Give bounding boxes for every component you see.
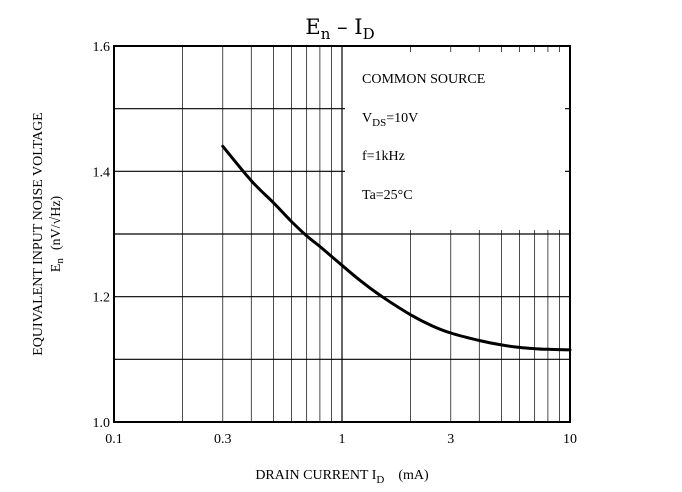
x-tick-label: 10 bbox=[563, 432, 577, 447]
y-axis-label: EQUIVALENT INPUT NOISE VOLTAGE En (nV/√Hz… bbox=[31, 112, 66, 356]
annotation-line: COMMON SOURCE bbox=[362, 72, 485, 87]
title-symbol-sub: n bbox=[321, 25, 331, 43]
y-tick-label: 1.6 bbox=[93, 40, 111, 55]
plot-frame bbox=[113, 45, 571, 423]
curve-layer bbox=[221, 144, 572, 352]
annotation-background bbox=[345, 52, 565, 230]
y-tick-label: 1.4 bbox=[93, 165, 111, 180]
annotation-line: VDS=10V bbox=[362, 111, 418, 129]
x-axis-label-text: DRAIN CURRENT I bbox=[255, 468, 376, 483]
annotation-line: Ta=25°C bbox=[362, 188, 413, 203]
title-separator: – bbox=[330, 15, 354, 39]
x-axis-label-sub: D bbox=[376, 474, 384, 486]
title-symbol: E bbox=[305, 15, 320, 39]
x-tick-label: 1 bbox=[339, 432, 346, 447]
chart-title: En – ID bbox=[305, 15, 374, 43]
y-axis-label-symbol: E bbox=[49, 264, 64, 273]
annotations: COMMON SOURCE VDS=10V f=1kHz Ta=25°C bbox=[345, 52, 565, 230]
x-tick-label: 0.3 bbox=[214, 432, 232, 447]
y-axis-label-symbol-sub: n bbox=[54, 258, 66, 264]
x-axis-label: DRAIN CURRENT ID (mA) bbox=[255, 468, 429, 486]
tick-labels: 0.1 0.3 1 3 10 1.0 1.2 1.4 1.6 bbox=[93, 40, 578, 447]
y-tick-label: 1.2 bbox=[93, 291, 111, 306]
y-axis-label-line1: EQUIVALENT INPUT NOISE VOLTAGE bbox=[31, 112, 46, 356]
x-axis-label-unit: (mA) bbox=[398, 468, 429, 483]
annotation-line: f=1kHz bbox=[362, 149, 405, 164]
x-tick-label: 3 bbox=[447, 432, 454, 447]
y-axis-label-unit: (nV/√Hz) bbox=[49, 195, 64, 250]
y-axis-label-line2: En (nV/√Hz) bbox=[49, 195, 66, 272]
y-tick-label: 1.0 bbox=[93, 416, 111, 431]
noise-voltage-curve bbox=[221, 144, 572, 352]
title-right-sub: D bbox=[363, 25, 375, 43]
x-tick-label: 0.1 bbox=[105, 432, 123, 447]
title-right: I bbox=[354, 15, 362, 39]
